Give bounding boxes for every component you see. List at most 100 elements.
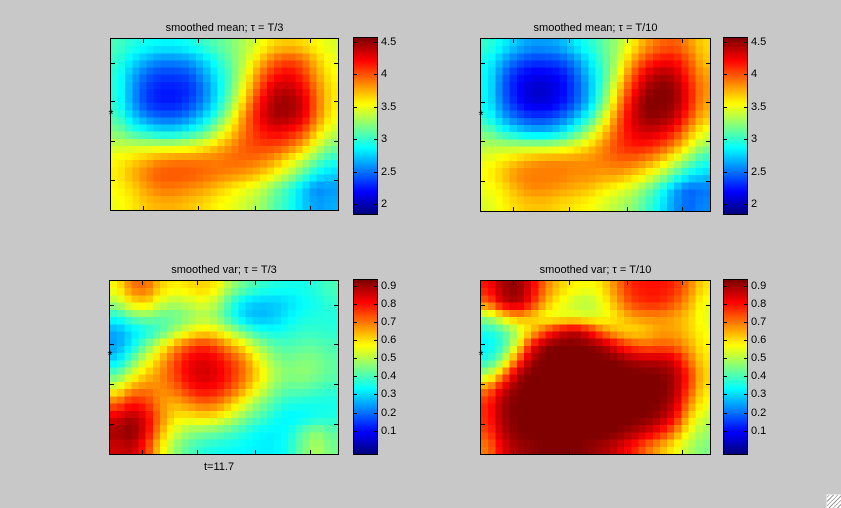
heatmap-image-var-t3 [110, 281, 338, 454]
axis-tick [481, 141, 485, 143]
colorbar-tick-label: 0.8 [381, 298, 397, 311]
axis-tick [626, 39, 628, 43]
axis-tick [110, 423, 114, 425]
colorbar-tick [374, 42, 377, 43]
colorbar-tick-label: 0.7 [381, 316, 397, 329]
axis-tick [255, 39, 257, 43]
axis-tick [513, 207, 515, 211]
colorbar-tick-label: 0.1 [381, 424, 397, 437]
resize-grip-icon[interactable] [826, 494, 841, 508]
heatmap-axes-mean-t10: smoothed mean; τ = T/10 * [478, 22, 711, 212]
axis-tick [111, 101, 115, 103]
plot-title-mean-t10: smoothed mean; τ = T/10 [533, 22, 658, 34]
heatmap-axes-var-t10: smoothed var; τ = T/10 * [478, 264, 711, 455]
colorbar-tick [354, 340, 357, 341]
colorbar-tick [374, 286, 377, 287]
colorbar-tick [724, 413, 727, 414]
asterisk-marker: * [478, 347, 484, 363]
axis-tick [706, 383, 710, 385]
colorbar-tick-label: 0.6 [381, 334, 397, 347]
colorbar-tick [744, 204, 747, 205]
axis-tick [626, 281, 628, 285]
axis-tick [681, 450, 683, 454]
axis-tick [197, 281, 199, 285]
axis-tick [481, 423, 485, 425]
axis-tick [481, 180, 485, 182]
axis-tick [706, 423, 710, 425]
colorbar-tick-label: 2.5 [381, 165, 397, 178]
colorbar-tick-label: 0.5 [381, 352, 397, 365]
colorbar-tick-label: 0.4 [381, 370, 397, 383]
colorbar-tick-label: 0.9 [751, 280, 767, 293]
heatmap-image-mean-t3 [111, 39, 338, 210]
colorbar-mean-t3: 2 2.5 3 3.5 4 4.5 [353, 36, 396, 215]
axis-tick [309, 206, 311, 210]
axis-tick [626, 450, 628, 454]
axis-tick [706, 62, 710, 64]
heatmap-image-var-t10 [481, 281, 710, 454]
colorbar-tick [744, 304, 747, 305]
colorbar-tick [354, 358, 357, 359]
colorbar-gradient [724, 280, 747, 454]
axis-tick [481, 62, 485, 64]
colorbar-mean-t10: 2 2.5 3 3.5 4 4.5 [723, 36, 766, 215]
colorbar-tick [354, 376, 357, 377]
axis-tick [334, 305, 338, 307]
axis-tick [681, 207, 683, 211]
colorbar-tick [724, 376, 727, 377]
colorbar-tick [724, 394, 727, 395]
colorbar-tick [354, 172, 357, 173]
colorbar-tick [724, 107, 727, 108]
axis-tick [142, 206, 144, 210]
colorbar-tick [724, 74, 727, 75]
colorbar-tick-label: 2 [381, 198, 388, 211]
colorbar-tick-label: 0.8 [751, 298, 767, 311]
colorbar-tick-label: 3.5 [751, 100, 767, 113]
colorbar-tick [354, 413, 357, 414]
asterisk-marker: * [107, 347, 113, 363]
colorbar-tick [374, 172, 377, 173]
colorbar-tick [744, 358, 747, 359]
colorbar-var-t10: 0.1 0.2 0.3 0.4 0.5 0.6 0.7 0.8 0.9 [723, 279, 766, 455]
heatmap-image-mean-t10 [481, 39, 710, 211]
colorbar-tick [354, 107, 357, 108]
colorbar-tick [374, 358, 377, 359]
colorbar-tick [724, 139, 727, 140]
colorbar-tick-label: 0.2 [381, 406, 397, 419]
colorbar-tick [724, 322, 727, 323]
colorbar-tick-label: 0.1 [751, 424, 767, 437]
colorbar-tick [374, 413, 377, 414]
colorbar-tick-label: 2 [751, 198, 758, 211]
plot-title-mean-t3: smoothed mean; τ = T/3 [165, 22, 284, 34]
colorbar-tick [744, 172, 747, 173]
colorbar-tick [724, 340, 727, 341]
colorbar-tick-label: 0.9 [381, 280, 397, 293]
axis-tick [334, 179, 338, 181]
colorbar-gradient [724, 38, 747, 214]
axis-tick [626, 207, 628, 211]
axis-tick [481, 101, 485, 103]
axis-tick [706, 101, 710, 103]
axis-tick [198, 206, 200, 210]
colorbar-tick-label: 2.5 [751, 165, 767, 178]
axis-tick [481, 305, 485, 307]
colorbar-gradient [354, 38, 377, 214]
colorbar-tick [744, 431, 747, 432]
colorbar-tick [744, 413, 747, 414]
axis-tick [309, 39, 311, 43]
colorbar-tick-label: 0.5 [751, 352, 767, 365]
axis-tick [198, 39, 200, 43]
colorbar-tick-label: 0.4 [751, 370, 767, 383]
axis-tick [568, 450, 570, 454]
colorbar-tick-label: 3 [751, 133, 758, 146]
colorbar-var-t3: 0.1 0.2 0.3 0.4 0.5 0.6 0.7 0.8 0.9 [353, 279, 396, 455]
colorbar-tick [744, 394, 747, 395]
axis-tick [513, 281, 515, 285]
colorbar-tick [374, 394, 377, 395]
colorbar-tick [724, 42, 727, 43]
colorbar-tick [354, 204, 357, 205]
axis-tick [706, 305, 710, 307]
axis-tick [111, 140, 115, 142]
plot-title-var-t10: smoothed var; τ = T/10 [539, 264, 652, 276]
